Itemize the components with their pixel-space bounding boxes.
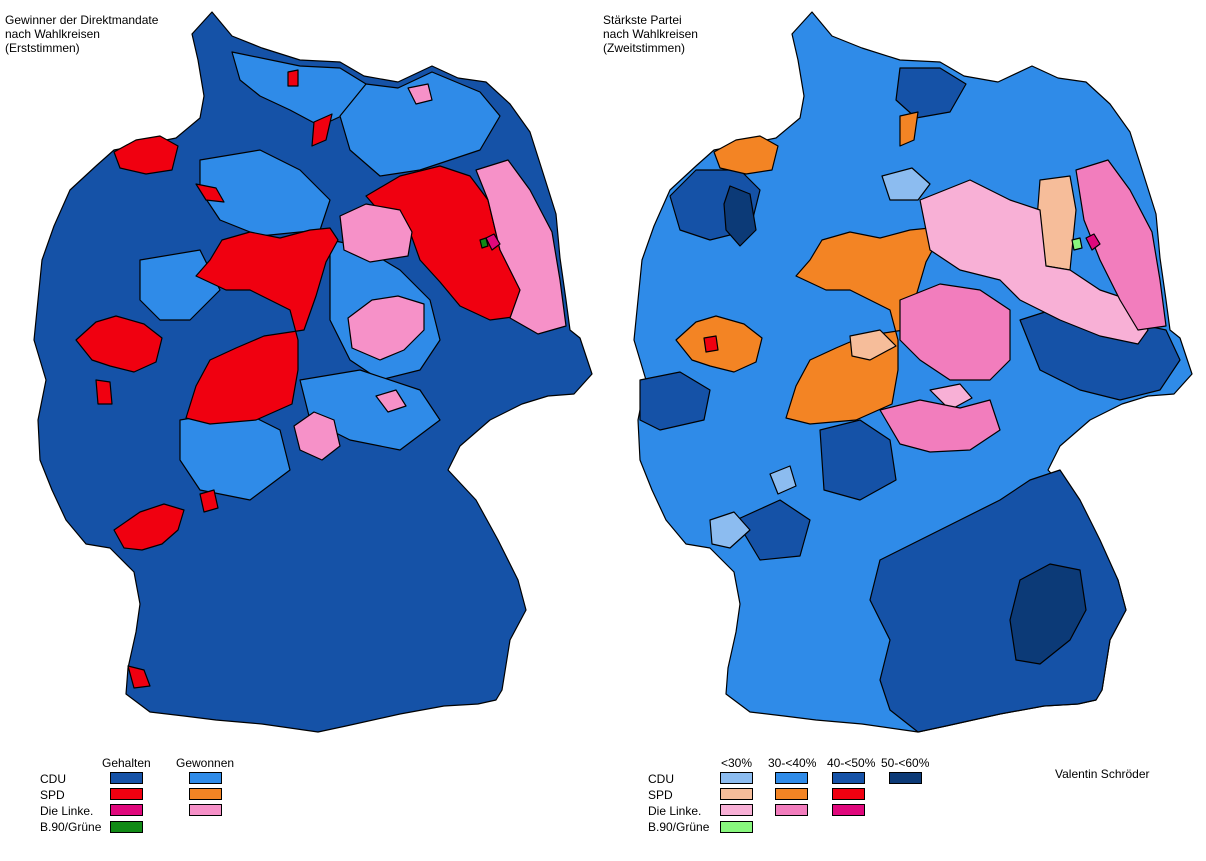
left-region-spd-frisia <box>113 135 179 175</box>
left-region-linke-won-harz <box>347 295 425 361</box>
right-region-cdu-lt30-north <box>881 167 931 201</box>
left-region-cdu-won-northeast <box>339 71 501 177</box>
right-legend-label-cdu: CDU <box>648 772 674 786</box>
left-region-spd-small-6 <box>127 665 151 689</box>
right-swatch-cdu-50-60 <box>889 772 922 784</box>
right-map-title: Stärkste Partei nach Wahlkreisen (Zweits… <box>603 13 698 55</box>
right-swatch-cdu-30-40 <box>775 772 808 784</box>
right-swatch-spd-40-50 <box>832 788 865 800</box>
right-swatch-linke-40-50 <box>832 804 865 816</box>
left-map-erststimmen <box>33 11 593 733</box>
left-region-spd-small-1 <box>95 379 113 405</box>
right-legend-col-40-50: 40-<50% <box>827 756 876 770</box>
left-region-berlin-gruene <box>479 237 489 249</box>
right-region-linke-3040-thuringia <box>879 399 1001 453</box>
left-legend-col-held: Gehalten <box>102 756 151 770</box>
right-swatch-spd-30-40 <box>775 788 808 800</box>
right-legend-label-gruene: B.90/Grüne <box>648 820 710 834</box>
right-swatch-cdu-lt30 <box>720 772 753 784</box>
right-region-spd-lt30-center <box>849 329 897 361</box>
right-region-cdu-40-west <box>639 371 711 431</box>
left-region-cdu-won-west <box>139 249 221 321</box>
left-region-linke-won-altmark <box>339 203 413 263</box>
right-legend: <30% 30-<40% 40-<50% 50-<60% CDU SPD Die… <box>600 750 1200 861</box>
right-region-spd-red-ruhr <box>703 335 719 353</box>
left-region-spd-small-2 <box>199 489 219 513</box>
left-swatch-linke-won <box>189 804 222 816</box>
right-swatch-linke-lt30 <box>720 804 753 816</box>
right-legend-col-30-40: 30-<40% <box>768 756 817 770</box>
left-legend-col-won: Gewonnen <box>176 756 235 770</box>
left-map-title: Gewinner der Direktmandate nach Wahlkrei… <box>5 13 159 55</box>
right-region-cdu-lt30-sw <box>709 511 751 549</box>
right-region-cdu-50-emsland <box>723 185 757 247</box>
right-swatch-cdu-40-50 <box>832 772 865 784</box>
right-legend-col-50-60: 50-<60% <box>881 756 930 770</box>
left-region-spd-saarland <box>113 503 185 551</box>
right-region-spd-schleswig <box>899 111 919 147</box>
left-region-cdu-won-north <box>231 51 367 127</box>
right-region-cdu-40-hesse <box>819 419 897 501</box>
left-region-linke-won-mecklenburg <box>407 83 433 105</box>
right-region-berlin-linke-held <box>1085 233 1101 251</box>
right-legend-label-spd: SPD <box>648 788 673 802</box>
left-region-spd-small-3 <box>311 113 333 147</box>
left-region-spd-small-5 <box>195 183 225 203</box>
right-legend-label-linke: Die Linke. <box>648 804 702 818</box>
right-swatch-spd-lt30 <box>720 788 753 800</box>
right-region-spd-ruhr <box>675 315 763 373</box>
left-swatch-linke-held <box>110 804 143 816</box>
right-swatch-linke-30-40 <box>775 804 808 816</box>
author-credit: Valentin Schröder <box>1055 767 1150 781</box>
right-map-germany <box>633 11 1193 733</box>
left-region-linke-won-small <box>375 389 407 413</box>
left-region-spd-ruhr <box>75 315 163 373</box>
right-region-cdu-50-bavaria <box>1009 563 1087 665</box>
left-legend-label-gruene: B.90/Grüne <box>40 820 102 834</box>
left-region-spd-small-4 <box>287 69 299 87</box>
right-map-zweitstimmen <box>633 11 1193 733</box>
left-swatch-cdu-held <box>110 772 143 784</box>
left-legend-label-cdu: CDU <box>40 772 66 786</box>
left-swatch-gruene-held <box>110 821 143 833</box>
right-region-spd-frisia <box>713 135 779 175</box>
right-legend-col-lt30: <30% <box>721 756 753 770</box>
left-legend-label-linke: Die Linke. <box>40 804 94 818</box>
left-region-berlin-linke-held <box>485 233 501 251</box>
right-region-cdu-40-bw <box>735 499 811 561</box>
right-region-linke-3040-center <box>899 283 1011 381</box>
left-swatch-cdu-won <box>189 772 222 784</box>
left-swatch-spd-held <box>110 788 143 800</box>
right-swatch-gruene-lt30 <box>720 821 753 833</box>
right-region-linke-lt30-brandenburg <box>919 179 1149 345</box>
right-region-linke-lt30-saxony <box>929 383 973 411</box>
right-region-berlin-gruene-lt30 <box>1071 237 1083 251</box>
left-swatch-spd-won <box>189 788 222 800</box>
left-map-germany <box>33 11 593 733</box>
right-region-cdu-lt30-hesse <box>769 465 797 495</box>
left-region-linke-won-thuringia <box>293 411 341 461</box>
left-legend: Gehalten Gewonnen CDU SPD Die Linke. B.9… <box>0 750 600 861</box>
right-region-cdu-40-north <box>895 67 967 119</box>
right-region-cdu-40-bavaria <box>869 469 1127 733</box>
left-legend-label-spd: SPD <box>40 788 65 802</box>
left-region-spd-lowersaxony <box>185 227 339 425</box>
